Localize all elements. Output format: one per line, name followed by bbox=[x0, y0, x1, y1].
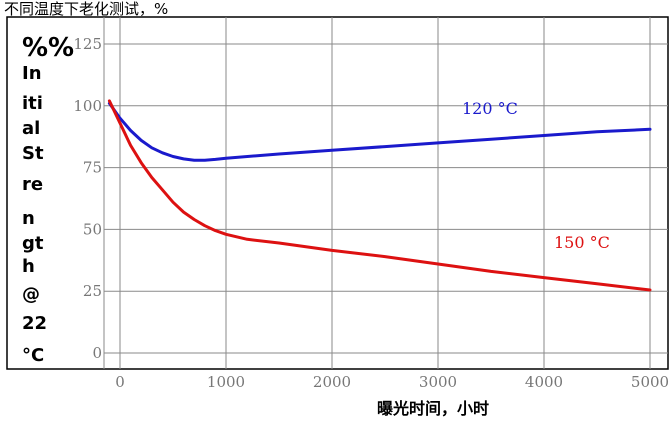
x-tick-label: 2000 bbox=[313, 373, 351, 391]
y-axis-label-fragment: al bbox=[22, 118, 40, 139]
series-group: 120 °C 150 °C bbox=[107, 99, 652, 292]
y-axis-label-fragment: St bbox=[22, 143, 44, 164]
y-axis-label-fragment: @ bbox=[22, 284, 40, 305]
y-tick-label: 75 bbox=[83, 159, 102, 177]
y-axis-label-fragment: 22 bbox=[22, 313, 47, 334]
chart-frame bbox=[6, 16, 669, 370]
y-axis-label-fragment: re bbox=[22, 174, 43, 195]
x-tick-label: 5000 bbox=[631, 373, 669, 391]
y-tick-label: 50 bbox=[83, 220, 102, 238]
x-tick-label: 0 bbox=[115, 373, 125, 391]
series-line bbox=[107, 99, 652, 292]
x-tick-label: 1000 bbox=[207, 373, 245, 391]
grid-lines bbox=[103, 17, 668, 369]
y-axis-label-fragment: %% bbox=[22, 33, 74, 63]
y-tick-label: 125 bbox=[73, 35, 102, 53]
y-axis-label-fragment: °C bbox=[22, 345, 44, 366]
chart-title: 不同温度下老化测试，% bbox=[4, 0, 168, 18]
series-label: 150 °C bbox=[554, 233, 610, 252]
x-axis-label: 曝光时间，小时 bbox=[377, 399, 489, 418]
y-tick-label: 100 bbox=[73, 97, 102, 115]
y-axis-label-fragment: h bbox=[22, 256, 35, 277]
y-axis-label: %%In iti al St re n gth @22 °C bbox=[22, 33, 74, 366]
y-axis-label-fragment: n bbox=[22, 208, 35, 229]
y-axis-label-fragment: In bbox=[22, 63, 42, 84]
x-tick-label: 4000 bbox=[525, 373, 563, 391]
y-tick-label: 25 bbox=[83, 282, 102, 300]
y-axis-label-fragment: gt bbox=[22, 233, 44, 254]
x-tick-label: 3000 bbox=[419, 373, 457, 391]
y-tick-label: 0 bbox=[92, 344, 102, 362]
series-label: 120 °C bbox=[462, 99, 518, 118]
y-tick-labels: 0 25 50 75 100 125 bbox=[73, 35, 102, 362]
y-axis-label-fragment: iti bbox=[22, 93, 43, 114]
x-tick-labels: 0 1000 2000 3000 4000 5000 bbox=[115, 373, 669, 391]
series-line bbox=[107, 101, 652, 162]
